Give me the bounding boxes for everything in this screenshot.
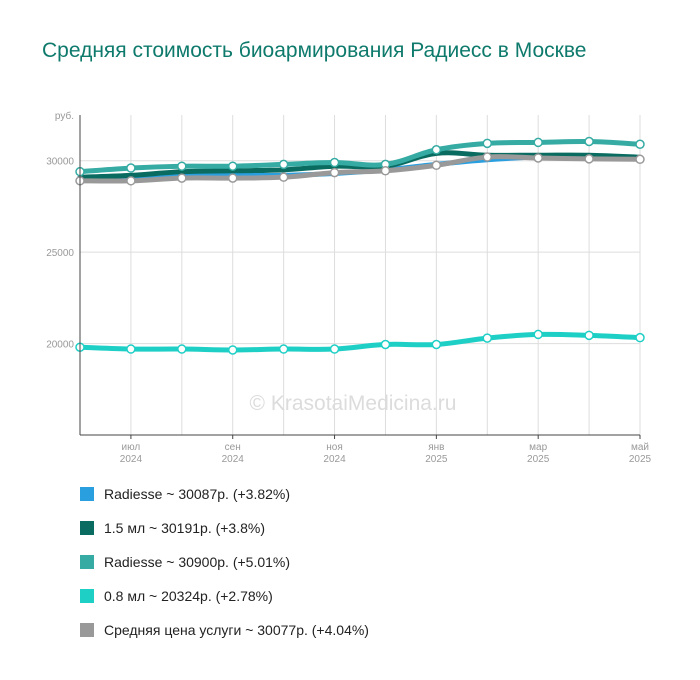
- data-point: [177, 161, 187, 171]
- data-point: [177, 173, 187, 183]
- legend-swatch: [80, 487, 94, 501]
- data-point: [278, 172, 289, 182]
- data-point: [126, 176, 136, 186]
- y-tick-label: 30000: [46, 157, 74, 168]
- series-2: [77, 150, 643, 180]
- x-tick-month: янв: [428, 442, 444, 453]
- data-point: [533, 137, 543, 148]
- data-point: [431, 160, 442, 171]
- legend-swatch: [80, 623, 94, 637]
- series-line: [77, 150, 643, 180]
- grid: [79, 115, 641, 435]
- data-point: [126, 163, 136, 173]
- legend-swatch: [80, 589, 94, 603]
- legend-swatch: [80, 521, 94, 535]
- x-tick-month: сен: [225, 442, 241, 453]
- data-point: [635, 154, 645, 165]
- x-tick-month: мар: [529, 442, 547, 453]
- x-tick-month: июл: [122, 442, 141, 453]
- legend-label: Radiesse ~ 30087р. (+3.82%): [104, 486, 291, 502]
- data-point: [635, 332, 645, 343]
- legend-label: Radiesse ~ 30900р. (+5.01%): [104, 554, 291, 570]
- data-point: [227, 345, 238, 355]
- series-4: [75, 329, 645, 355]
- series-3: [75, 136, 645, 177]
- data-point: [533, 153, 543, 163]
- series-line: [77, 331, 643, 353]
- legend-swatch: [80, 555, 94, 569]
- data-point: [380, 166, 391, 176]
- data-point: [482, 333, 493, 343]
- data-point: [227, 173, 238, 183]
- data-point: [329, 157, 340, 168]
- data-point: [482, 138, 493, 149]
- x-tick-year: 2024: [120, 454, 143, 465]
- legend-label: 0.8 мл ~ 20324р. (+2.78%): [104, 588, 273, 604]
- series-layer: [75, 136, 645, 355]
- y-tick-label: 20000: [46, 340, 74, 351]
- axes: 200002500030000руб.июл2024сен2024ноя2024…: [46, 110, 651, 465]
- data-point: [329, 344, 340, 354]
- data-point: [584, 136, 594, 147]
- data-point: [329, 167, 340, 178]
- data-point: [177, 344, 187, 354]
- data-point: [584, 330, 594, 341]
- data-point: [431, 144, 442, 155]
- data-point: [482, 152, 493, 162]
- x-tick-year: 2025: [527, 454, 550, 465]
- data-point: [431, 339, 442, 350]
- data-point: [278, 344, 289, 354]
- watermark: © KrasotaiMedicina.ru: [250, 392, 457, 415]
- data-point: [278, 159, 289, 170]
- data-point: [227, 161, 238, 171]
- x-tick-month: май: [631, 442, 649, 453]
- x-tick-year: 2024: [323, 454, 346, 465]
- x-tick-year: 2024: [222, 454, 245, 465]
- data-point: [380, 339, 391, 350]
- y-unit-label: руб.: [55, 110, 74, 122]
- line-chart: © KrasotaiMedicina.ru 20000 25000 30000 руб…: [46, 110, 651, 465]
- x-tick-month: ноя: [326, 442, 343, 453]
- data-point: [584, 154, 594, 164]
- x-tick-year: 2025: [425, 454, 448, 465]
- data-point: [126, 344, 136, 354]
- legend-label: Средняя цена услуги ~ 30077р. (+4.04%): [104, 622, 369, 638]
- data-point: [635, 139, 645, 150]
- x-tick-year: 2025: [629, 454, 652, 465]
- y-tick-label: 25000: [46, 248, 74, 259]
- series-5: [75, 152, 645, 186]
- chart-title: Средняя стоимость биоармирования Радиесс…: [42, 39, 587, 62]
- data-point: [533, 329, 543, 340]
- legend-label: 1.5 мл ~ 30191р. (+3.8%): [104, 520, 266, 536]
